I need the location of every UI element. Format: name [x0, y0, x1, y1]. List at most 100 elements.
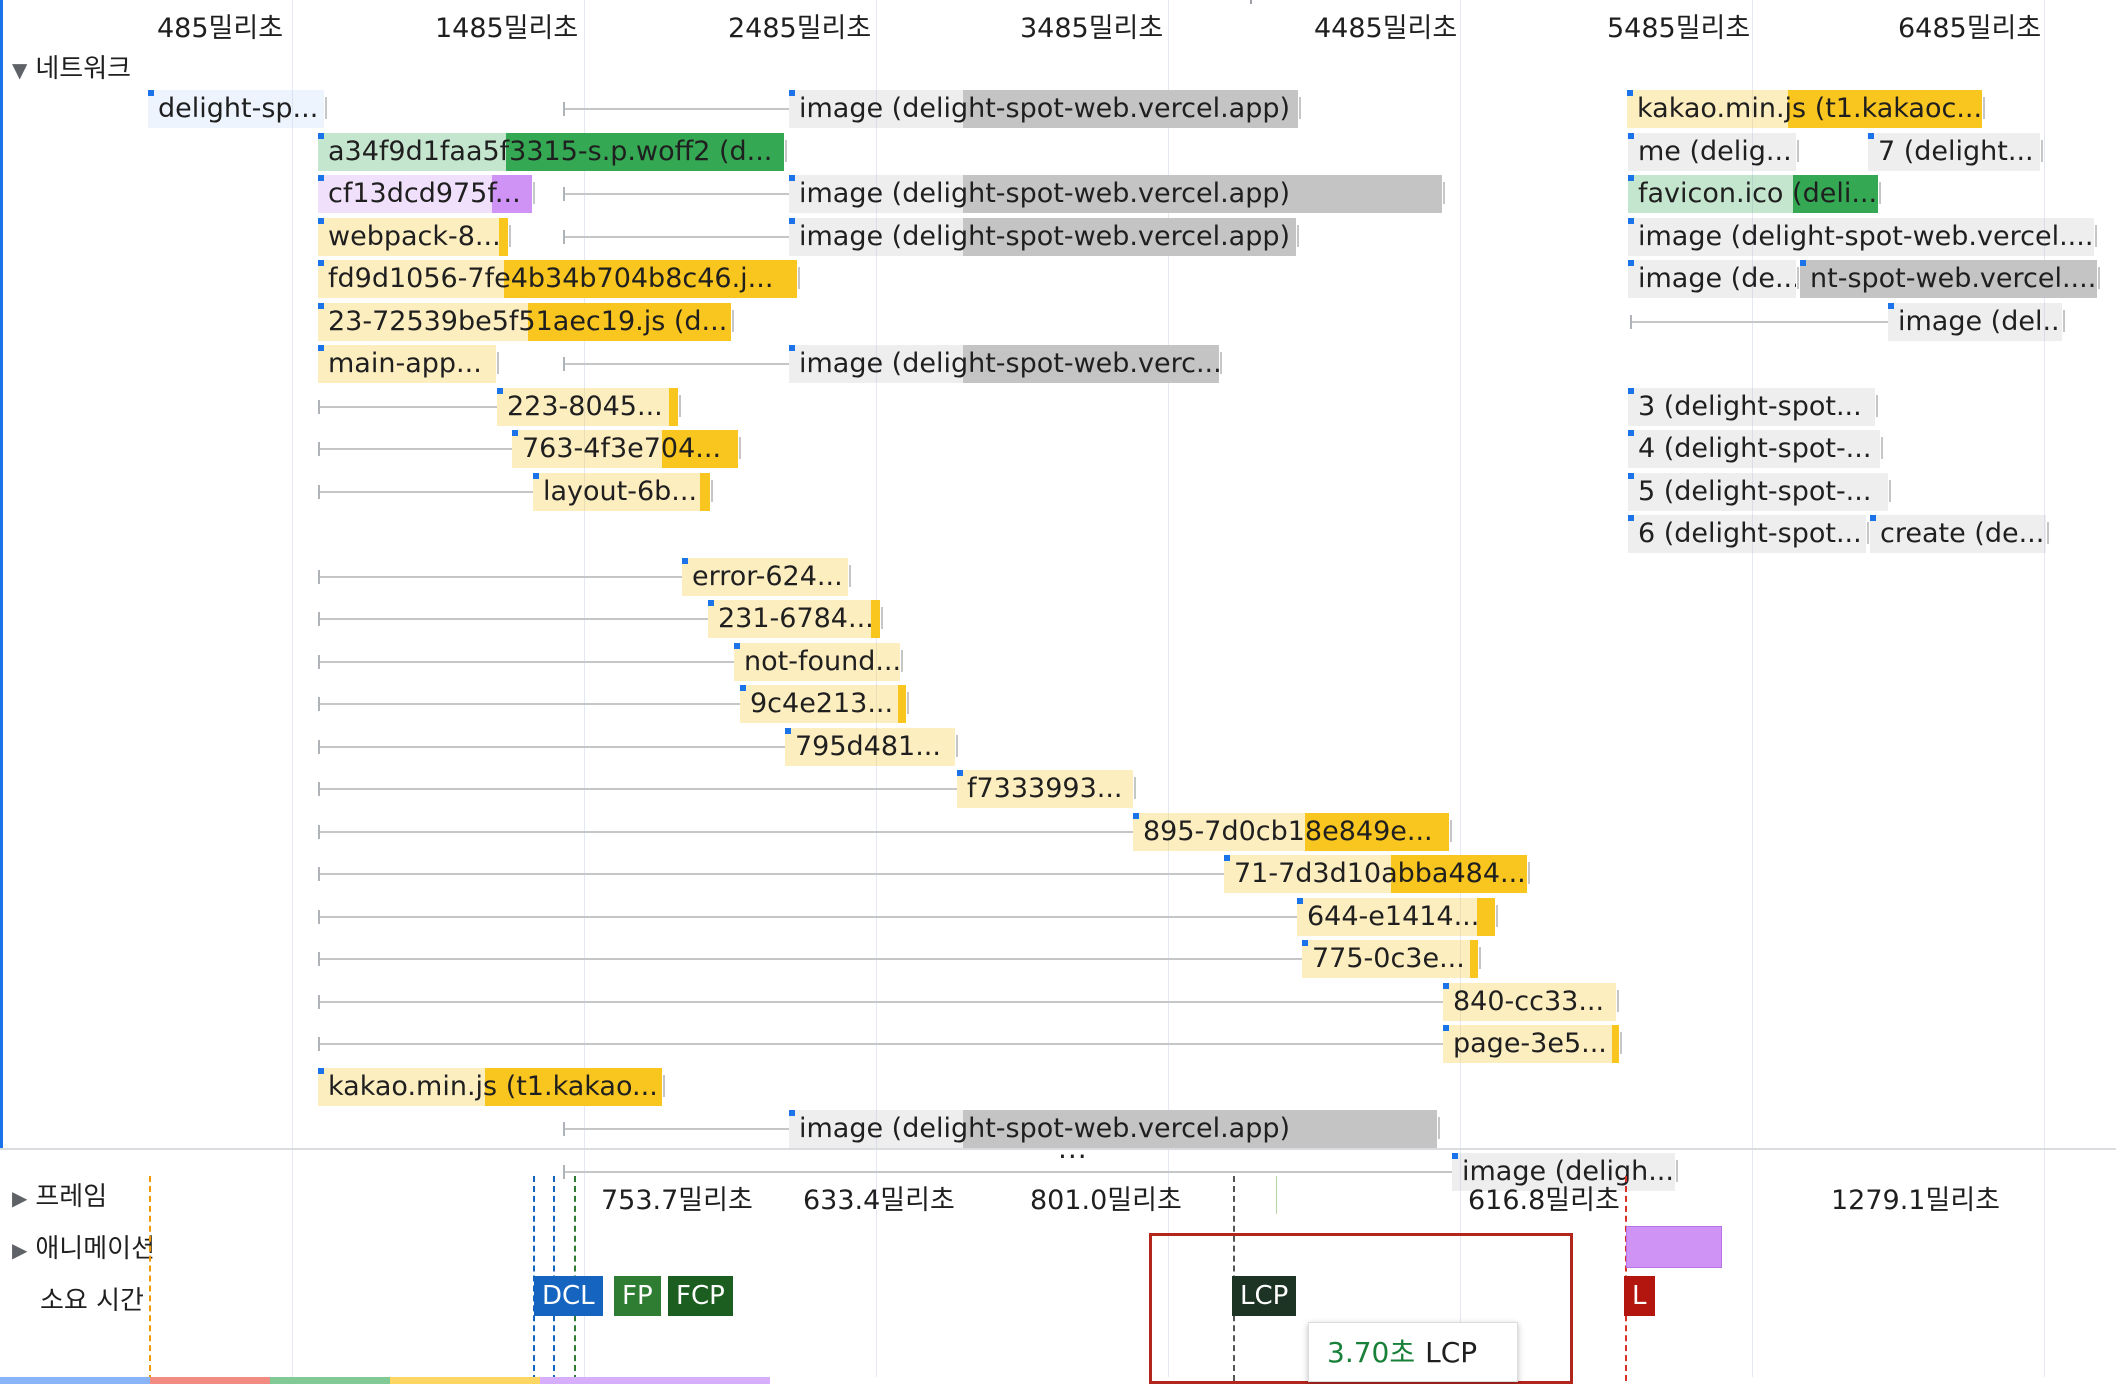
request-label: delight-sp...	[158, 93, 319, 124]
network-request[interactable]: image (deligh...	[1452, 1152, 1678, 1191]
request-downloading	[662, 430, 738, 468]
network-request[interactable]: page-3e5...	[1443, 1025, 1622, 1063]
network-request[interactable]: image (delight-spot-web.vercel.app)	[789, 90, 1301, 128]
request-whisker	[318, 873, 1224, 875]
animations-track-header[interactable]: ▶ 애니메이션	[12, 1228, 155, 1265]
network-request[interactable]: f7333993...	[957, 770, 1136, 808]
request-downloading	[1788, 90, 1982, 128]
network-request[interactable]: 23-72539be5f51aec19.js (d...	[318, 302, 734, 341]
network-request[interactable]: webpack-8...	[318, 217, 511, 256]
frame-duration[interactable]: 1279.1밀리초	[1831, 1185, 2000, 1216]
network-request[interactable]: image (delight-spot-web.vercel.app)	[789, 175, 1445, 213]
network-request[interactable]: 3 (delight-spot...	[1628, 387, 1878, 426]
animation-block[interactable]	[1626, 1226, 1722, 1268]
network-request[interactable]: favicon.ico (deli...	[1628, 175, 1881, 213]
request-waiting	[789, 217, 963, 256]
request-waiting	[1628, 387, 1875, 426]
network-request[interactable]: main-app...	[318, 345, 499, 383]
request-start-marker	[789, 217, 795, 224]
collapse-triangle-icon: ▼	[12, 58, 28, 82]
request-whisker	[318, 703, 740, 705]
request-label: error-624...	[692, 560, 843, 592]
network-request[interactable]: image (de...	[1628, 260, 1799, 298]
request-end-tick	[1881, 437, 1883, 459]
expand-triangle-icon: ▶	[12, 1186, 28, 1210]
timing-marker-lcp[interactable]: LCP	[1232, 1276, 1297, 1316]
overview-segment	[150, 1377, 270, 1384]
network-request[interactable]: 895-7d0cb18e849e...	[1133, 812, 1452, 851]
network-request[interactable]: image (del...	[1888, 302, 2065, 341]
request-whisker-start	[318, 612, 320, 626]
request-end-tick	[1879, 182, 1881, 204]
network-request[interactable]: 763-4f3e704...	[512, 430, 741, 468]
network-request[interactable]: 5 (delight-spot-...	[1628, 472, 1891, 511]
network-request[interactable]: 795d481...	[785, 727, 958, 766]
request-label: not-found...	[744, 645, 900, 677]
request-end-tick	[1676, 1159, 1678, 1182]
frame-duration[interactable]: 753.7밀리초	[601, 1185, 753, 1216]
network-request[interactable]: image (delight-spot-web.vercel....	[1628, 217, 2097, 256]
request-start-marker	[318, 132, 324, 139]
network-request[interactable]: layout-6b...	[533, 472, 713, 511]
network-request[interactable]: image (delight-spot-web.verc...	[789, 345, 1222, 383]
request-start-marker	[318, 175, 324, 181]
network-request[interactable]: not-found...	[734, 642, 903, 681]
request-end-tick	[1867, 522, 1869, 544]
request-end-tick	[2095, 224, 2097, 247]
request-end-tick	[1450, 819, 1452, 842]
request-end-tick	[2047, 522, 2049, 544]
network-request[interactable]: image (delight-spot-web.vercel.app)	[789, 217, 1299, 256]
request-waiting	[1888, 302, 2062, 341]
frame-duration[interactable]: 633.4밀리초	[803, 1185, 955, 1216]
network-request[interactable]: create (de...	[1870, 515, 2049, 553]
ruler-notch	[1250, 0, 1252, 4]
request-label: image (delight-spot-web.verc...	[799, 348, 1219, 379]
request-label: fd9d1056-7fe4b34b704b8c46.j...	[328, 263, 774, 294]
network-request[interactable]: 7 (delight...	[1868, 132, 2043, 171]
network-request[interactable]: nt-spot-web.vercel....	[1800, 260, 2100, 298]
network-request[interactable]: 71-7d3d10abba484...	[1224, 855, 1530, 893]
request-end-tick	[2041, 139, 2043, 162]
frame-duration[interactable]: 801.0밀리초	[1030, 1185, 1182, 1216]
request-downloading	[700, 472, 710, 511]
network-request[interactable]: kakao.min.js (t1.kakaoc...	[1627, 90, 1985, 128]
request-waiting	[1452, 1152, 1675, 1191]
network-request[interactable]: 9c4e213...	[740, 685, 909, 723]
network-request[interactable]: kakao.min.js (t1.kakao...	[318, 1067, 665, 1106]
network-request[interactable]: fd9d1056-7fe4b34b704b8c46.j...	[318, 260, 800, 298]
network-request[interactable]: 775-0c3e...	[1302, 940, 1481, 978]
request-whisker-start	[318, 867, 320, 881]
request-downloading	[963, 1110, 1437, 1148]
network-request[interactable]: cf13dcd975f...	[318, 175, 535, 213]
request-end-tick	[1220, 352, 1222, 374]
network-request[interactable]: 6 (delight-spot...	[1628, 515, 1869, 553]
network-track-header[interactable]: ▼ 네트워크	[12, 48, 131, 85]
request-waiting	[318, 1067, 485, 1106]
network-request[interactable]: error-624...	[682, 557, 851, 596]
network-request[interactable]: 231-6784...	[708, 600, 883, 638]
network-request[interactable]: 840-cc33...	[1443, 982, 1619, 1021]
request-waiting	[740, 685, 898, 723]
ruler-tick-label: 2485밀리초	[728, 13, 872, 44]
frame-duration[interactable]: 616.8밀리초	[1468, 1185, 1620, 1216]
timing-marker-fcp[interactable]: FCP	[668, 1276, 733, 1316]
network-request[interactable]: me (delig...	[1628, 132, 1799, 171]
network-request[interactable]: image (delight-spot-web.vercel.app)	[789, 1110, 1440, 1148]
network-request[interactable]: delight-sp...	[148, 90, 327, 128]
frames-track-header[interactable]: ▶ 프레임	[12, 1176, 107, 1213]
timing-marker-dcl[interactable]: DCL	[534, 1276, 603, 1316]
network-request[interactable]: 4 (delight-spot-...	[1628, 430, 1883, 468]
request-whisker	[318, 830, 1133, 833]
network-request[interactable]: a34f9d1faa5f3315-s.p.woff2 (d...	[318, 132, 787, 171]
timing-marker-fp[interactable]: FP	[614, 1276, 661, 1316]
timing-marker-l[interactable]: L	[1624, 1276, 1655, 1316]
request-waiting	[318, 345, 496, 383]
request-start-marker	[1628, 472, 1634, 479]
more-rows-indicator[interactable]: ...	[1058, 1132, 1088, 1165]
request-end-tick	[663, 1074, 665, 1097]
request-downloading	[963, 217, 1296, 256]
ruler-tick-label: 6485밀리초	[1898, 13, 2042, 44]
request-label: nt-spot-web.vercel....	[1810, 263, 2097, 294]
network-request[interactable]: 644-e1414...	[1297, 897, 1498, 936]
network-request[interactable]: 223-8045...	[497, 387, 681, 426]
